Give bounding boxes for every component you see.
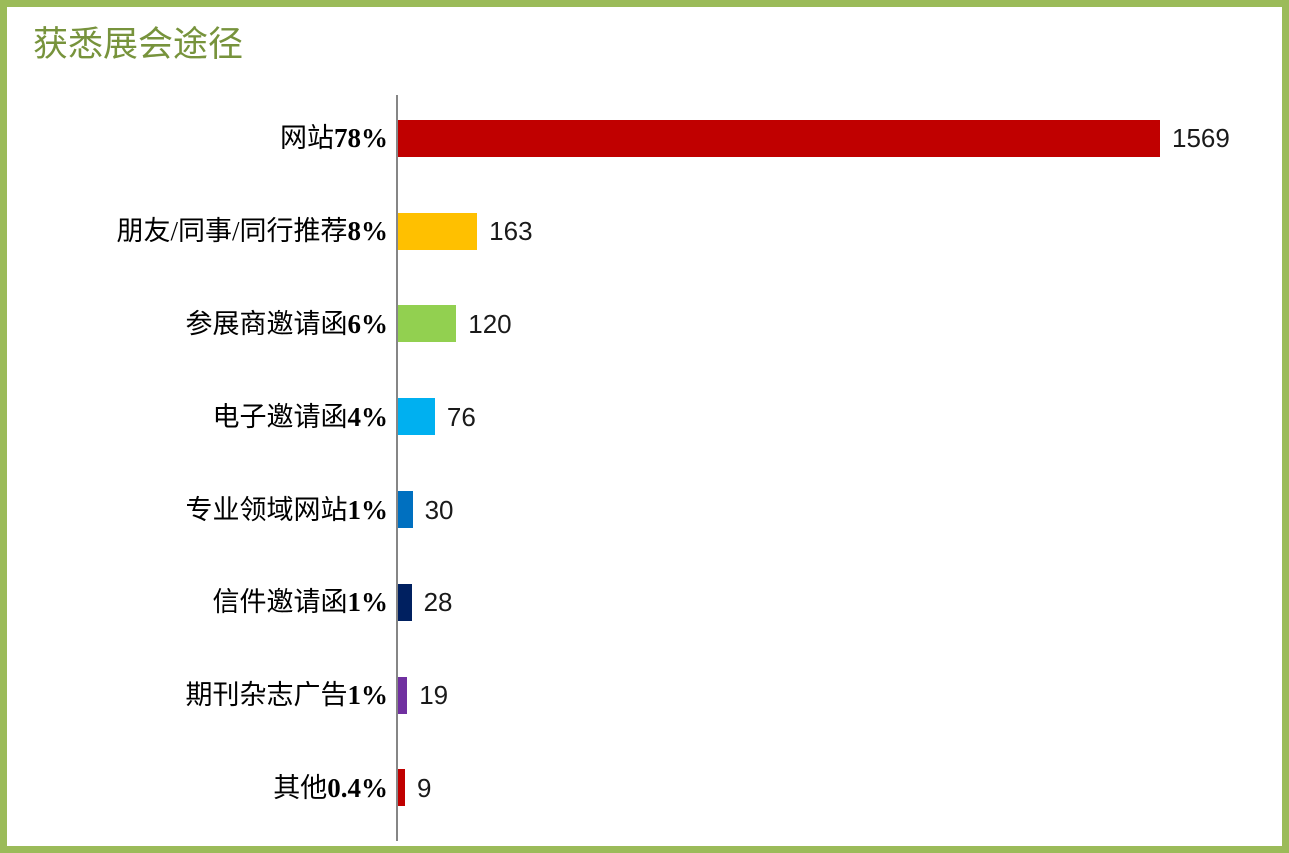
category-percent: 1% bbox=[347, 680, 389, 711]
bar-value-label: 19 bbox=[419, 680, 449, 711]
bar-value-label: 120 bbox=[468, 308, 512, 339]
category-label: 专业领域网站1% bbox=[0, 494, 389, 526]
bar-row: 信件邀请函1% 28 bbox=[7, 556, 1282, 649]
bar[interactable] bbox=[398, 676, 408, 714]
category-name: 信件邀请函 bbox=[212, 587, 348, 618]
bar-with-value: 76 bbox=[398, 370, 476, 463]
bar-row: 朋友/同事/同行推荐8% 163 bbox=[7, 185, 1282, 278]
bar[interactable] bbox=[398, 212, 478, 250]
bar[interactable] bbox=[398, 305, 457, 343]
chart-title: 获悉展会途径 bbox=[33, 25, 244, 64]
bar[interactable] bbox=[398, 491, 413, 529]
bar[interactable] bbox=[398, 583, 412, 621]
category-percent: 78% bbox=[334, 123, 388, 154]
category-name: 参展商邀请函 bbox=[185, 308, 348, 339]
category-label: 电子邀请函4% bbox=[0, 401, 389, 433]
bar-row: 期刊杂志广告1% 19 bbox=[7, 649, 1282, 742]
category-percent: 8% bbox=[347, 216, 389, 247]
bar-with-value: 28 bbox=[398, 556, 453, 649]
bar-with-value: 163 bbox=[398, 185, 533, 278]
category-label: 其他0.4% bbox=[0, 772, 388, 804]
category-percent: 6% bbox=[347, 308, 389, 339]
category-percent: 1% bbox=[347, 494, 389, 525]
bar-value-label: 163 bbox=[489, 216, 533, 247]
category-label: 朋友/同事/同行推荐8% bbox=[0, 215, 388, 247]
bar-value-label: 9 bbox=[417, 772, 432, 803]
category-name: 网站 bbox=[280, 123, 334, 154]
category-name: 专业领域网站 bbox=[185, 494, 348, 525]
bar-row: 其他0.4% 9 bbox=[7, 742, 1282, 835]
bar-value-label: 28 bbox=[423, 587, 453, 618]
category-name: 电子邀请函 bbox=[212, 401, 348, 432]
category-percent: 1% bbox=[347, 587, 389, 618]
bar-row: 专业领域网站1% 30 bbox=[7, 463, 1282, 556]
bar[interactable] bbox=[398, 398, 435, 436]
bar[interactable] bbox=[398, 119, 1160, 157]
category-name: 朋友/同事/同行推荐 bbox=[116, 216, 348, 247]
bar-with-value: 120 bbox=[398, 278, 512, 371]
category-label: 期刊杂志广告1% bbox=[0, 679, 389, 711]
bar-with-value: 19 bbox=[398, 649, 448, 742]
bar[interactable] bbox=[398, 769, 405, 807]
category-axis-line bbox=[396, 95, 398, 841]
plot-area: 网站78% 1569 朋友/同事/同行推荐8% 163 参展商邀请函6% 120 电子邀请函… bbox=[7, 89, 1282, 841]
category-label: 网站78% bbox=[0, 122, 388, 154]
bar-row: 网站78% 1569 bbox=[7, 92, 1282, 185]
bar-row: 电子邀请函4% 76 bbox=[7, 370, 1282, 463]
bar-row: 参展商邀请函6% 120 bbox=[7, 278, 1282, 371]
bar-value-label: 1569 bbox=[1172, 123, 1230, 154]
category-percent: 0.4% bbox=[327, 772, 388, 803]
bar-with-value: 1569 bbox=[398, 92, 1230, 185]
category-label: 参展商邀请函6% bbox=[0, 308, 389, 340]
category-label: 信件邀请函1% bbox=[0, 586, 389, 618]
category-percent: 4% bbox=[347, 401, 389, 432]
category-name: 其他 bbox=[273, 772, 328, 803]
category-name: 期刊杂志广告 bbox=[185, 680, 348, 711]
bar-value-label: 76 bbox=[446, 401, 476, 432]
bar-value-label: 30 bbox=[424, 494, 454, 525]
bar-with-value: 30 bbox=[398, 463, 453, 556]
bar-with-value: 9 bbox=[398, 742, 431, 835]
